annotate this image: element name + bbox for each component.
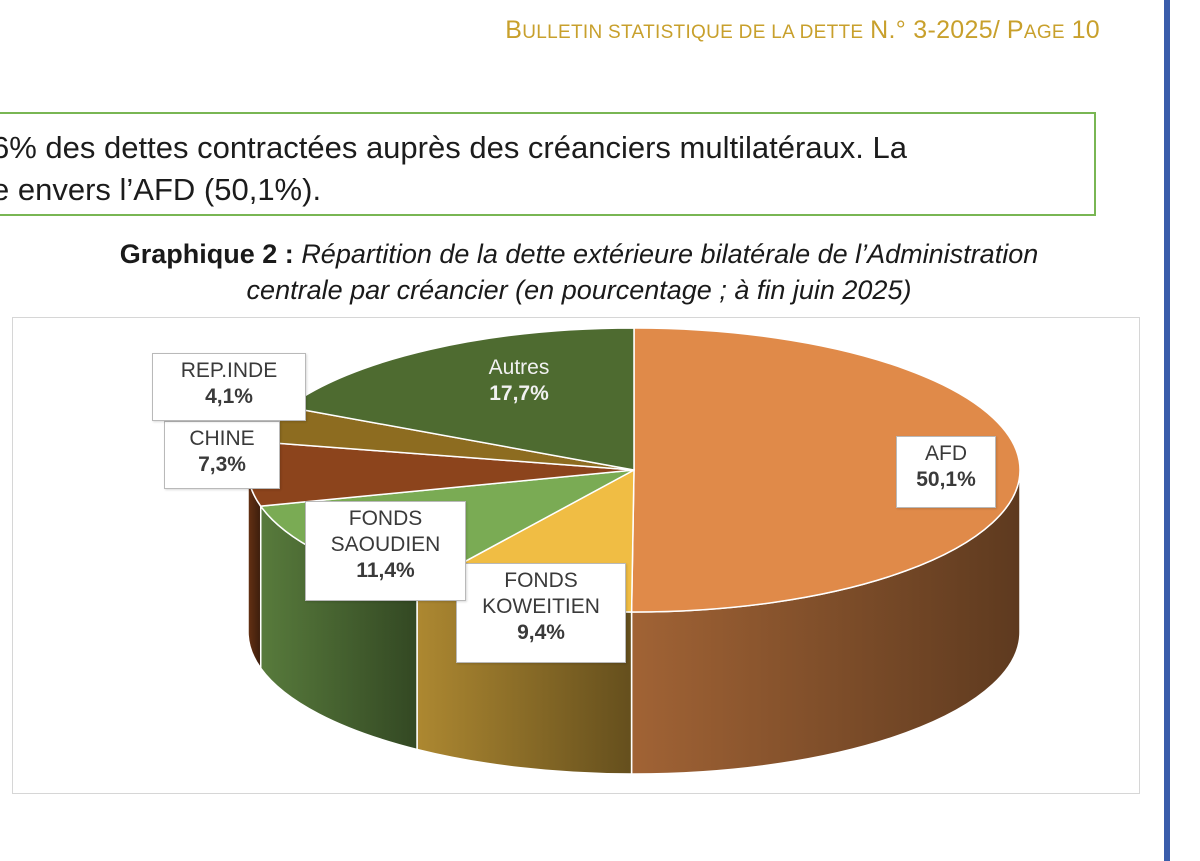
data-label-value: 11,4% bbox=[356, 559, 415, 582]
header-page-number: 10 bbox=[1071, 16, 1100, 44]
caption-line-1: Graphique 2 : Répartition de la dette ex… bbox=[0, 236, 1158, 272]
data-label-rep-inde: REP.INDE 4,1% bbox=[152, 353, 306, 421]
header-title-cap: B bbox=[505, 16, 523, 44]
data-label-fonds-koweitien: FONDS KOWEITIEN 9,4% bbox=[456, 563, 626, 663]
caption-line-2: centrale par créancier (en pourcentage ;… bbox=[0, 272, 1158, 308]
text-line-1: 6% des dettes contractées auprès des cré… bbox=[0, 130, 907, 165]
header-title-rest: ULLETIN STATISTIQUE DE LA DETTE bbox=[522, 22, 864, 43]
data-label-name: CHINE bbox=[189, 427, 255, 450]
pie-slice-afd bbox=[630, 327, 1021, 613]
bulletin-header: BULLETIN STATISTIQUE DE LA DETTE N.° 3-2… bbox=[300, 16, 1100, 45]
data-label-name-line: FONDS bbox=[504, 569, 578, 592]
data-label-value: 4,1% bbox=[205, 385, 253, 408]
caption-title-line-2: centrale par créancier (en pourcentage ;… bbox=[246, 275, 912, 305]
caption-title-line-1: Répartition de la dette extérieure bilat… bbox=[301, 239, 1039, 269]
text-line-2: e envers l’AFD (50,1%). bbox=[0, 172, 322, 207]
header-page-rest: AGE bbox=[1023, 22, 1065, 43]
data-label-name: AFD bbox=[925, 442, 967, 465]
data-label-name: FONDS SAOUDIEN bbox=[306, 506, 465, 558]
data-label-value: 17,7% bbox=[489, 382, 549, 405]
data-label-name-line: KOWEITIEN bbox=[482, 595, 600, 618]
data-label-name: Autres bbox=[488, 356, 550, 379]
caption-label: Graphique 2 : bbox=[119, 239, 294, 269]
data-label-value: 50,1% bbox=[916, 468, 976, 491]
data-label-value: 9,4% bbox=[517, 621, 565, 644]
page-right-border bbox=[1164, 0, 1170, 861]
pie-slice-autres bbox=[286, 327, 635, 471]
data-label-chine: CHINE 7,3% bbox=[164, 421, 280, 489]
data-label-name: REP.INDE bbox=[180, 359, 278, 382]
header-title-number: N.° 3-2025/ bbox=[870, 16, 1001, 44]
data-label-afd: AFD 50,1% bbox=[896, 436, 996, 508]
data-label-fonds-saoudien: FONDS SAOUDIEN 11,4% bbox=[305, 501, 466, 601]
data-label-value: 7,3% bbox=[198, 453, 246, 476]
highlight-text-box: 6% des dettes contractées auprès des cré… bbox=[0, 112, 1096, 216]
data-label-autres: Autres 17,7% bbox=[461, 351, 577, 423]
chart-caption: Graphique 2 : Répartition de la dette ex… bbox=[0, 236, 1158, 308]
data-label-name-line: SAOUDIEN bbox=[330, 533, 441, 556]
chart-frame bbox=[12, 317, 1140, 794]
data-label-name-line: FONDS bbox=[348, 507, 423, 530]
header-page-cap: P bbox=[1006, 16, 1024, 44]
data-label-name: FONDS KOWEITIEN bbox=[457, 568, 625, 620]
